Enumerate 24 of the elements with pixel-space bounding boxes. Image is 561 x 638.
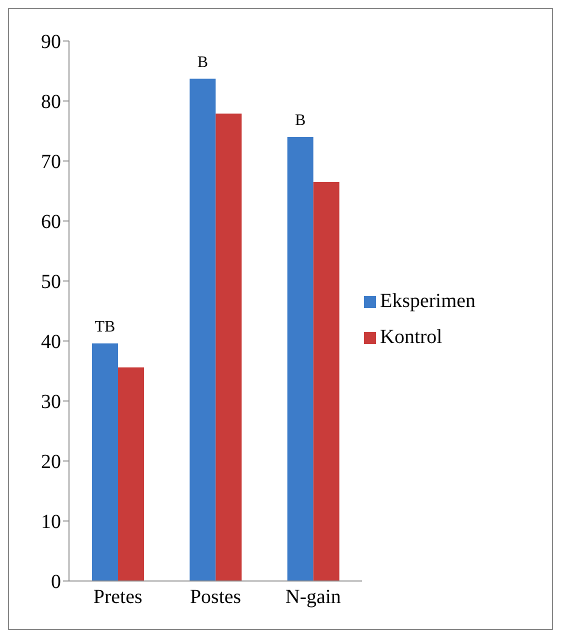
- annotation: B: [294, 112, 306, 129]
- y-tick-label: 60: [41, 211, 61, 234]
- y-tick-label: 40: [41, 331, 61, 354]
- y-tick-label: 70: [41, 151, 61, 174]
- legend-label: Kontrol: [380, 326, 442, 348]
- x-tick-label: Pretes: [93, 586, 142, 608]
- y-tick-label: 30: [41, 391, 61, 414]
- bar: [118, 367, 144, 581]
- annotation: TB: [94, 318, 116, 336]
- bar: [92, 343, 118, 581]
- y-tick-label: 10: [41, 511, 61, 534]
- x-tick-label: N-gain: [285, 586, 341, 608]
- x-tick-label: Postes: [190, 586, 242, 608]
- y-tick-label: 20: [41, 451, 61, 474]
- bar: [287, 137, 314, 581]
- bar: [216, 114, 242, 581]
- y-tick-label: 90: [41, 31, 61, 54]
- y-tick-label: 0: [51, 571, 61, 594]
- annotation: B: [197, 54, 208, 71]
- bar: [190, 78, 216, 581]
- y-tick-label: 80: [41, 91, 61, 114]
- bar: [313, 182, 340, 581]
- y-tick-label: 50: [41, 271, 61, 294]
- legend-label: Eksperimen: [380, 290, 476, 312]
